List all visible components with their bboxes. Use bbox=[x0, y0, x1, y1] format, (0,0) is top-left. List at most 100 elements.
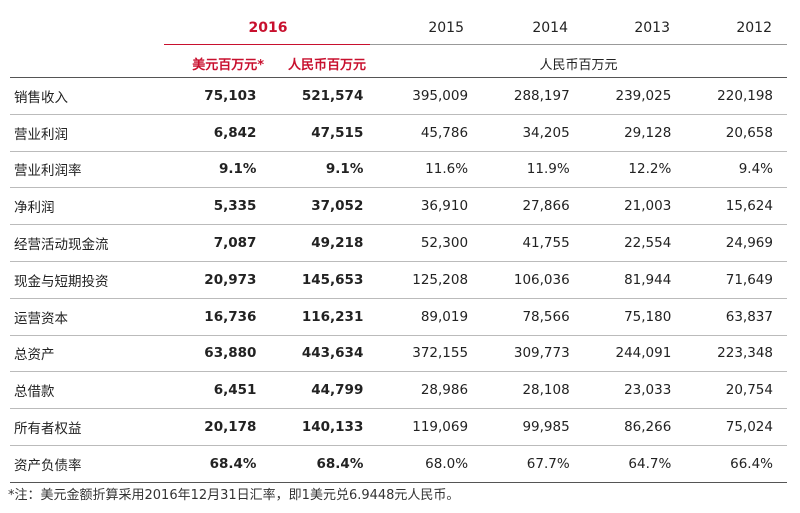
row-label: 现金与短期投资 bbox=[10, 261, 157, 299]
unit-rmb: 人民币百万元 bbox=[287, 58, 366, 73]
value-usd-2016: 63,880 bbox=[156, 335, 263, 373]
value-2015: 372,155 bbox=[369, 335, 471, 373]
value-2015: 52,300 bbox=[369, 224, 471, 262]
table-row: 经营活动现金流 7,087 49,218 52,300 41,755 22,554 24,9… bbox=[10, 224, 787, 262]
value-2012: 223,348 bbox=[673, 335, 787, 373]
value-2014: 78,566 bbox=[470, 298, 572, 336]
value-2013: 81,944 bbox=[571, 261, 674, 299]
value-2015: 119,069 bbox=[369, 408, 471, 446]
value-2013: 239,025 bbox=[571, 78, 674, 115]
header-divider-2016 bbox=[164, 44, 370, 45]
unit-usd: 美元百万元* bbox=[192, 58, 264, 73]
value-2013: 21,003 bbox=[571, 187, 674, 226]
value-rmb-2016: 521,574 bbox=[262, 78, 370, 115]
value-usd-2016: 20,973 bbox=[156, 261, 263, 299]
header-divider-history bbox=[370, 44, 787, 45]
value-usd-2016: 75,103 bbox=[156, 78, 263, 115]
value-usd-2016: 68.4% bbox=[156, 445, 263, 483]
row-label: 经营活动现金流 bbox=[10, 224, 157, 262]
value-usd-2016: 5,335 bbox=[156, 187, 263, 226]
value-rmb-2016: 116,231 bbox=[262, 298, 370, 336]
value-2012: 20,754 bbox=[673, 371, 787, 410]
value-rmb-2016: 47,515 bbox=[262, 114, 370, 152]
value-2014: 67.7% bbox=[470, 445, 572, 483]
value-2015: 11.6% bbox=[369, 151, 471, 189]
row-label: 营业利润 bbox=[10, 114, 157, 152]
value-2014: 99,985 bbox=[470, 408, 572, 446]
year-header-2013: 2013 bbox=[634, 20, 670, 36]
value-usd-2016: 6,451 bbox=[156, 371, 263, 410]
value-rmb-2016: 37,052 bbox=[262, 187, 370, 226]
row-label: 营业利润率 bbox=[10, 151, 157, 189]
table-row: 营业利润 6,842 47,515 45,786 34,205 29,128 20,658 bbox=[10, 114, 787, 152]
financial-table: 销售收入 75,103 521,574 395,009 288,197 239,025 22… bbox=[10, 78, 787, 483]
row-label: 总资产 bbox=[10, 335, 157, 373]
table-row: 营业利润率 9.1% 9.1% 11.6% 11.9% 12.2% 9.4% bbox=[10, 151, 787, 189]
unit-rmb-history: 人民币百万元 bbox=[539, 58, 618, 73]
table-row: 销售收入 75,103 521,574 395,009 288,197 239,025 22… bbox=[10, 78, 787, 115]
value-2015: 36,910 bbox=[369, 187, 471, 226]
row-label: 资产负债率 bbox=[10, 445, 157, 483]
value-2012: 20,658 bbox=[673, 114, 787, 152]
year-header-2016: 2016 bbox=[248, 20, 288, 36]
value-usd-2016: 7,087 bbox=[156, 224, 263, 262]
table-row: 现金与短期投资 20,973 145,653 125,208 106,036 81,944… bbox=[10, 261, 787, 299]
value-rmb-2016: 140,133 bbox=[262, 408, 370, 446]
value-usd-2016: 16,736 bbox=[156, 298, 263, 336]
value-rmb-2016: 9.1% bbox=[262, 151, 370, 189]
value-rmb-2016: 443,634 bbox=[262, 335, 370, 373]
value-rmb-2016: 68.4% bbox=[262, 445, 370, 483]
value-2015: 125,208 bbox=[369, 261, 471, 299]
value-2014: 309,773 bbox=[470, 335, 572, 373]
value-usd-2016: 9.1% bbox=[156, 151, 263, 189]
value-2014: 41,755 bbox=[470, 224, 572, 262]
row-label: 总借款 bbox=[10, 371, 157, 410]
value-2013: 75,180 bbox=[571, 298, 674, 336]
value-2013: 64.7% bbox=[571, 445, 674, 483]
value-2013: 86,266 bbox=[571, 408, 674, 446]
value-2013: 244,091 bbox=[571, 335, 674, 373]
value-usd-2016: 20,178 bbox=[156, 408, 263, 446]
value-2014: 34,205 bbox=[470, 114, 572, 152]
value-2014: 106,036 bbox=[470, 261, 572, 299]
value-rmb-2016: 145,653 bbox=[262, 261, 370, 299]
value-2012: 66.4% bbox=[673, 445, 787, 483]
value-rmb-2016: 44,799 bbox=[262, 371, 370, 410]
value-rmb-2016: 49,218 bbox=[262, 224, 370, 262]
row-label: 所有者权益 bbox=[10, 408, 157, 446]
value-2013: 29,128 bbox=[571, 114, 674, 152]
table-row: 总借款 6,451 44,799 28,986 28,108 23,033 20,754 bbox=[10, 371, 787, 410]
value-2013: 22,554 bbox=[571, 224, 674, 262]
value-2015: 89,019 bbox=[369, 298, 471, 336]
value-2015: 45,786 bbox=[369, 114, 471, 152]
value-2014: 11.9% bbox=[470, 151, 572, 189]
year-header-2014: 2014 bbox=[532, 20, 568, 36]
value-2013: 12.2% bbox=[571, 151, 674, 189]
value-2012: 75,024 bbox=[673, 408, 787, 446]
year-header-2012: 2012 bbox=[736, 20, 772, 36]
value-2014: 288,197 bbox=[470, 78, 572, 115]
value-2015: 28,986 bbox=[369, 371, 471, 410]
value-2012: 63,837 bbox=[673, 298, 787, 336]
value-usd-2016: 6,842 bbox=[156, 114, 263, 152]
table-row: 资产负债率 68.4% 68.4% 68.0% 67.7% 64.7% 66.4% bbox=[10, 445, 787, 483]
row-label: 销售收入 bbox=[10, 78, 157, 115]
value-2013: 23,033 bbox=[571, 371, 674, 410]
table-row: 净利润 5,335 37,052 36,910 27,866 21,003 15,624 bbox=[10, 187, 787, 226]
year-header-2015: 2015 bbox=[428, 20, 464, 36]
value-2012: 9.4% bbox=[673, 151, 787, 189]
value-2012: 15,624 bbox=[673, 187, 787, 226]
value-2012: 24,969 bbox=[673, 224, 787, 262]
table-row: 总资产 63,880 443,634 372,155 309,773 244,091 223… bbox=[10, 335, 787, 373]
value-2015: 395,009 bbox=[369, 78, 471, 115]
value-2015: 68.0% bbox=[369, 445, 471, 483]
value-2014: 28,108 bbox=[470, 371, 572, 410]
row-label: 运营资本 bbox=[10, 298, 157, 336]
value-2014: 27,866 bbox=[470, 187, 572, 226]
value-2012: 220,198 bbox=[673, 78, 787, 115]
value-2012: 71,649 bbox=[673, 261, 787, 299]
footnote: *注：美元金额折算采用2016年12月31日汇率，即1美元兑6.9448元人民币… bbox=[8, 488, 460, 503]
table-row: 所有者权益 20,178 140,133 119,069 99,985 86,266 75,… bbox=[10, 408, 787, 446]
row-label: 净利润 bbox=[10, 187, 157, 226]
